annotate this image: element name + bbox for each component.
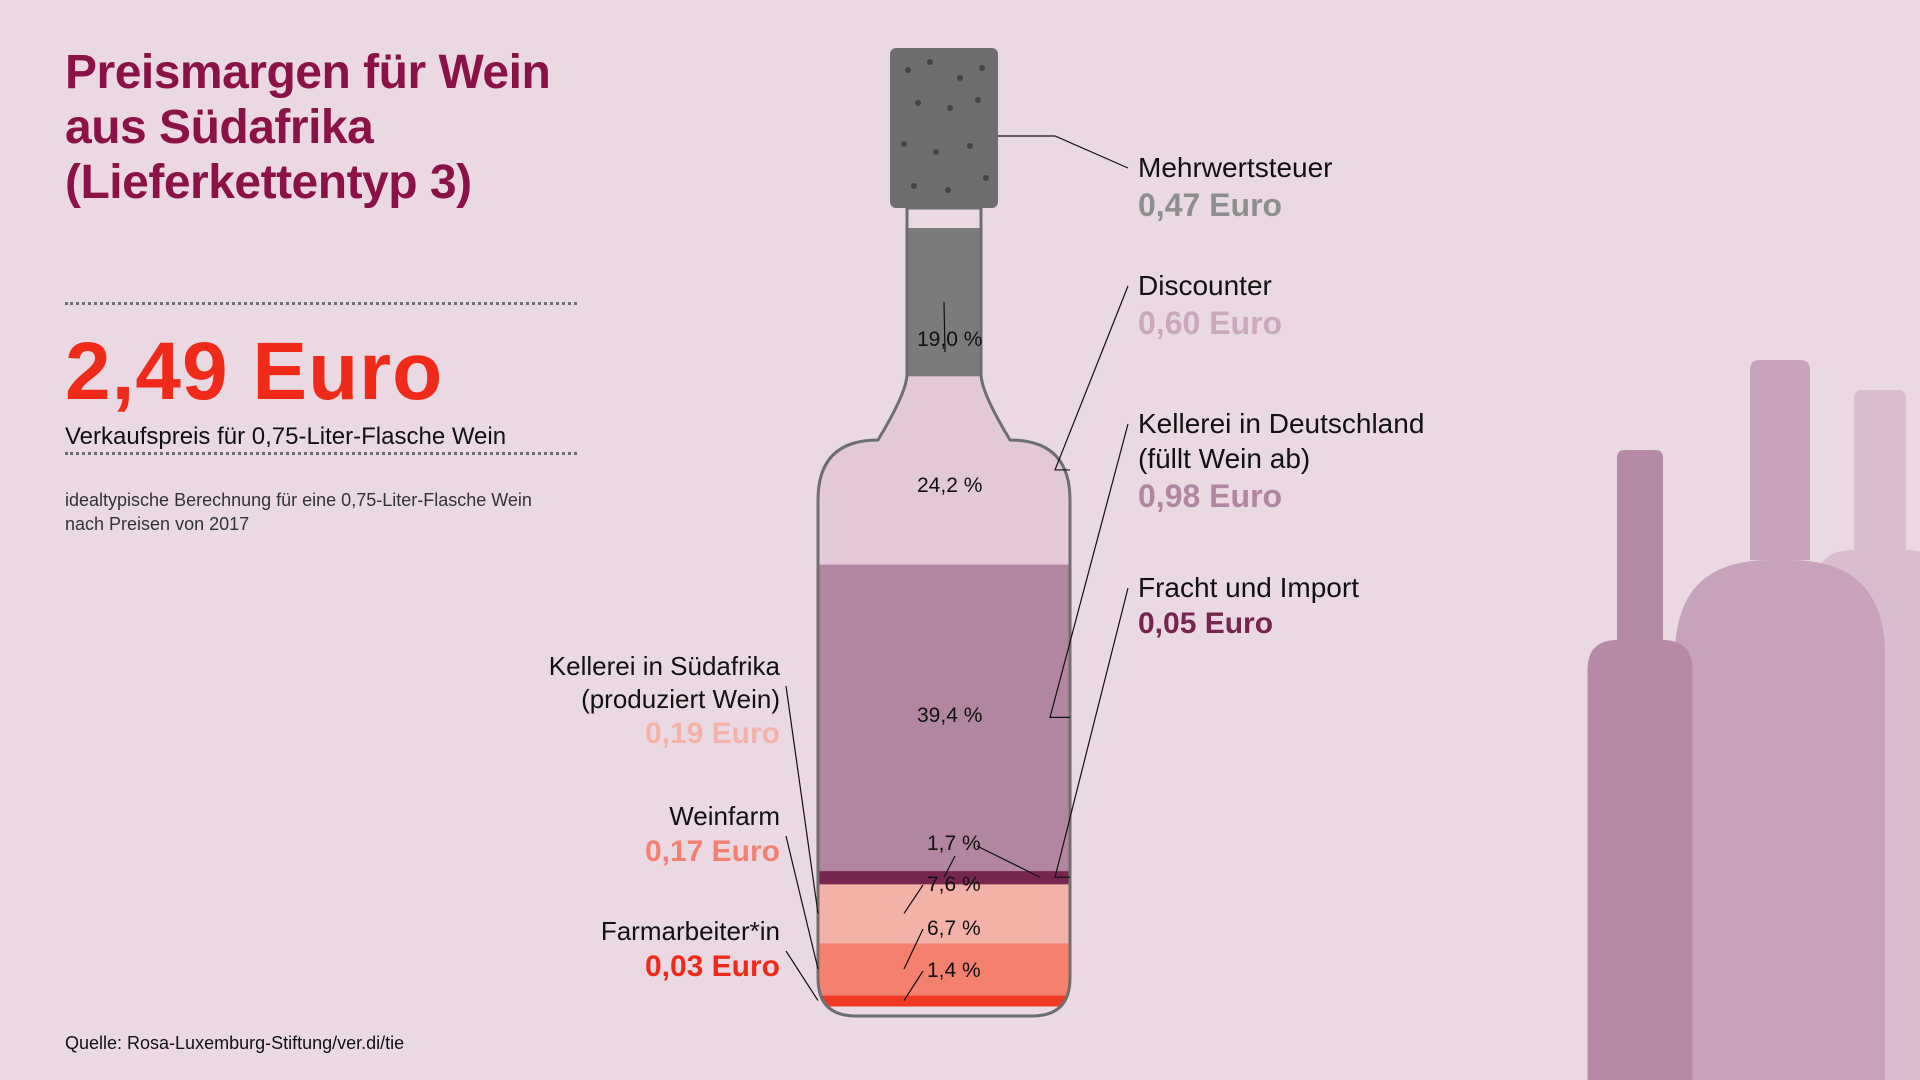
divider-dotted-0 — [65, 302, 577, 305]
label-kellerei_sa: Kellerei in Südafrika (produziert Wein)0… — [400, 650, 780, 753]
label-title-weinfarm: Weinfarm — [400, 800, 780, 833]
segment-pct-fracht: 1,7 % — [927, 832, 981, 856]
segment-pct-farmarbeit: 1,4 % — [927, 959, 981, 983]
label-title-kellerei_sa: Kellerei in Südafrika (produziert Wein) — [400, 650, 780, 715]
segment-pct-vat: 19,0 % — [917, 328, 982, 352]
label-value-weinfarm: 0,17 Euro — [400, 833, 780, 871]
label-weinfarm: Weinfarm0,17 Euro — [400, 800, 780, 870]
total-price: 2,49 Euro — [65, 325, 443, 419]
infographic-canvas: Preismargen für Wein aus Südafrika (Lief… — [0, 0, 1920, 1080]
label-value-farmarbeit: 0,03 Euro — [400, 948, 780, 986]
label-title-farmarbeit: Farmarbeiter*in — [400, 915, 780, 948]
label-title-kellerei_de: Kellerei in Deutschland (füllt Wein ab) — [1138, 406, 1424, 476]
segment-pct-weinfarm: 6,7 % — [927, 917, 981, 941]
label-vat: Mehrwertsteuer0,47 Euro — [1138, 150, 1333, 225]
label-farmarbeit: Farmarbeiter*in0,03 Euro — [400, 915, 780, 985]
label-discounter: Discounter0,60 Euro — [1138, 268, 1282, 343]
label-value-kellerei_sa: 0,19 Euro — [400, 715, 780, 753]
segment-pct-kellerei_sa: 7,6 % — [927, 873, 981, 897]
cork-icon — [890, 48, 998, 208]
label-title-discounter: Discounter — [1138, 268, 1282, 303]
label-value-vat: 0,47 Euro — [1138, 185, 1333, 225]
infographic-title: Preismargen für Wein aus Südafrika (Lief… — [65, 45, 550, 211]
label-value-discounter: 0,60 Euro — [1138, 303, 1282, 343]
segment-pct-discounter: 24,2 % — [917, 474, 982, 498]
source-attribution: Quelle: Rosa-Luxemburg-Stiftung/ver.di/t… — [65, 1033, 404, 1054]
calculation-note: idealtypische Berechnung für eine 0,75-L… — [65, 488, 532, 537]
label-fracht: Fracht und Import0,05 Euro — [1138, 570, 1359, 643]
label-title-fracht: Fracht und Import — [1138, 570, 1359, 605]
divider-dotted-1 — [65, 452, 577, 455]
label-title-vat: Mehrwertsteuer — [1138, 150, 1333, 185]
segment-pct-kellerei_de: 39,4 % — [917, 704, 982, 728]
label-value-fracht: 0,05 Euro — [1138, 605, 1359, 643]
label-value-kellerei_de: 0,98 Euro — [1138, 476, 1424, 516]
total-price-subtitle: Verkaufspreis für 0,75-Liter-Flasche Wei… — [65, 423, 506, 451]
label-kellerei_de: Kellerei in Deutschland (füllt Wein ab)0… — [1138, 406, 1424, 516]
